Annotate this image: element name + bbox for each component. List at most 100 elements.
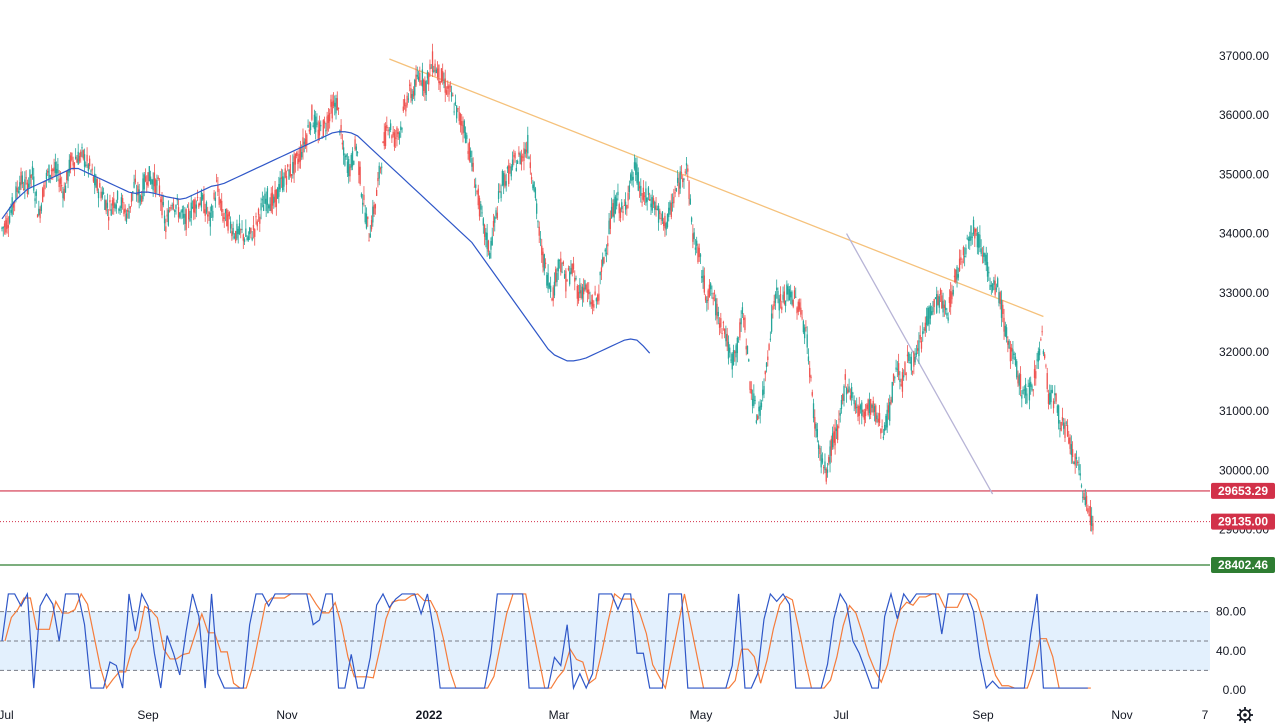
- candle-body: [406, 95, 408, 106]
- candle-body: [161, 195, 163, 216]
- candle-body: [363, 194, 365, 200]
- candle-body: [1059, 428, 1061, 430]
- candle-body: [776, 287, 778, 291]
- candle-body: [1007, 340, 1009, 345]
- candle-body: [256, 221, 258, 227]
- candle-body: [81, 147, 83, 149]
- candle-body: [1047, 393, 1050, 404]
- candle-body: [604, 249, 606, 252]
- price-badge-label-0: 29653.29: [1218, 484, 1268, 498]
- candle-body: [754, 399, 756, 401]
- candle-body: [823, 467, 825, 469]
- candle-body: [25, 177, 27, 179]
- price-axis[interactable]: 37000.00 36000.00 35000.00 34000.00 33000.00…: [1219, 49, 1269, 537]
- candle-body: [769, 338, 771, 340]
- candle-body: [482, 218, 484, 226]
- candle-body: [1089, 506, 1092, 526]
- candle-body: [135, 193, 138, 196]
- candle-body: [1040, 339, 1042, 341]
- candle-body: [372, 206, 374, 223]
- candle-body: [702, 269, 704, 283]
- candle-body: [342, 147, 345, 156]
- candle-body: [817, 444, 820, 449]
- candle-body: [547, 273, 549, 290]
- candle-body: [327, 114, 330, 123]
- candle-body: [509, 166, 511, 168]
- candle-body: [334, 102, 336, 107]
- candle-body: [621, 202, 623, 210]
- candle-body: [560, 258, 562, 272]
- candle-body: [994, 280, 996, 295]
- candle-body: [911, 371, 914, 373]
- candle-body: [323, 121, 326, 124]
- candle-body: [516, 160, 519, 164]
- settings-gear-icon[interactable]: [1237, 707, 1253, 723]
- candle-body: [219, 199, 222, 204]
- candle-body: [130, 193, 133, 202]
- candle-body: [736, 337, 738, 354]
- candle-body: [690, 217, 693, 222]
- candle-body: [101, 191, 103, 198]
- time-tick-label: Nov: [1111, 708, 1132, 722]
- candle-body: [708, 284, 711, 298]
- candle-body: [389, 123, 392, 131]
- candle-body: [1037, 351, 1039, 362]
- candle-body: [345, 154, 347, 158]
- candle-body: [229, 221, 232, 229]
- candle-body: [723, 328, 726, 335]
- candle-body: [877, 418, 879, 423]
- candle-body: [967, 238, 970, 241]
- candle-body: [288, 169, 290, 180]
- candle-body: [924, 322, 926, 331]
- candle-body: [210, 205, 213, 211]
- candle-body: [40, 204, 43, 211]
- candle-body: [962, 247, 965, 256]
- candle-body: [764, 371, 766, 375]
- candle-body: [876, 415, 878, 420]
- candle-body: [190, 202, 192, 219]
- candle-body: [768, 344, 770, 351]
- candle-body: [602, 257, 604, 266]
- candle-body: [222, 213, 224, 222]
- candle-body: [407, 98, 410, 100]
- candle-body: [123, 209, 125, 215]
- candle-body: [588, 289, 590, 295]
- candle-body: [630, 174, 632, 181]
- price-tick-label: 35000.00: [1219, 167, 1269, 181]
- candle-body: [313, 114, 316, 129]
- candle-body: [922, 331, 924, 335]
- candle-body: [5, 220, 7, 233]
- candle-body: [737, 341, 740, 343]
- candle-body: [336, 98, 338, 111]
- candle-body: [1033, 369, 1036, 378]
- candle-body: [247, 236, 250, 241]
- candle-body: [589, 300, 591, 305]
- candle-body: [626, 204, 628, 209]
- candle-body: [508, 165, 510, 184]
- candle-body: [254, 229, 256, 237]
- candle-body: [504, 174, 506, 187]
- candle-body: [980, 248, 982, 254]
- candle-body: [377, 177, 379, 182]
- candle-body: [567, 268, 570, 270]
- candle-body: [595, 298, 598, 302]
- candle-body: [880, 428, 882, 434]
- candle-body: [172, 203, 175, 209]
- candle-body: [106, 202, 109, 208]
- candle-body: [77, 151, 79, 165]
- candle-body: [160, 199, 162, 203]
- candle-body: [33, 176, 35, 191]
- candle-body: [930, 311, 933, 315]
- candle-body: [798, 302, 801, 310]
- candle-body: [108, 217, 110, 221]
- candle-body: [87, 164, 90, 171]
- candle-body: [1074, 453, 1076, 466]
- candle-body: [365, 213, 368, 229]
- candle-body: [409, 84, 411, 86]
- time-axis[interactable]: Jul Sep Nov 2022 Mar May Jul Sep Nov 7: [0, 708, 1209, 722]
- candle-body: [706, 299, 708, 304]
- candle-body: [666, 214, 669, 228]
- candle-body: [66, 170, 68, 181]
- candle-body: [332, 100, 335, 106]
